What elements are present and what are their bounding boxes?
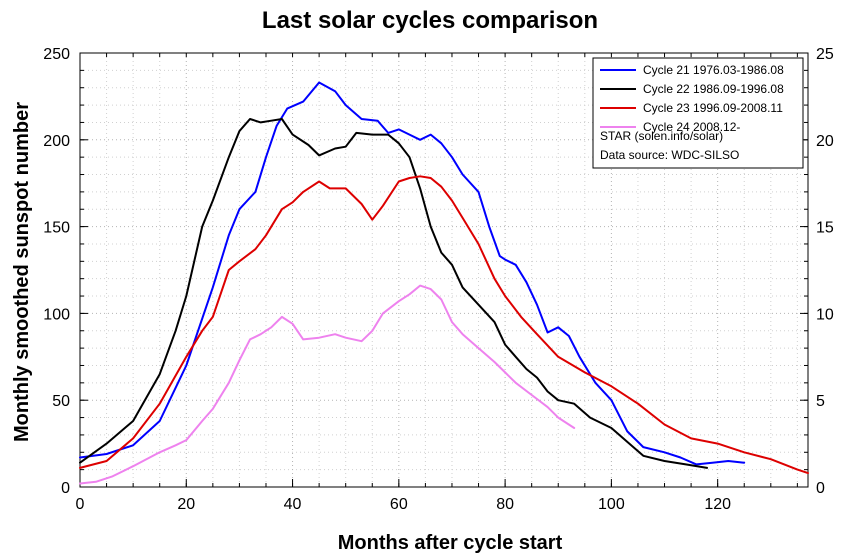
plot-frame xyxy=(79,52,809,488)
x-tick-label: 60 xyxy=(390,496,408,513)
legend-label-series-4: Cycle 24 2008.12- xyxy=(643,120,740,134)
y2-tick-label: 25 xyxy=(816,46,834,63)
legend: Cycle 21 1976.03-1986.08 Cycle 22 1986.09… xyxy=(592,57,804,169)
y2-tick-label: 0 xyxy=(816,480,825,497)
y2-tick-label: 5 xyxy=(816,393,825,410)
x-tick-label: 120 xyxy=(704,496,731,513)
legend-box xyxy=(592,57,804,169)
legend-label-series-2: Cycle 22 1986.09-1996.08 xyxy=(643,82,784,96)
x-tick-label: 20 xyxy=(177,496,195,513)
y2-tick-label: 15 xyxy=(816,220,834,237)
legend-note-data-source: Data source: WDC-SILSO xyxy=(600,148,739,162)
y-tick-label: 0 xyxy=(61,480,70,497)
x-tick-label: 100 xyxy=(598,496,625,513)
x-axis-title: Months after cycle start xyxy=(338,532,563,554)
series-2-line xyxy=(79,118,708,469)
legend-label-series-3: Cycle 23 1996.09-2008.11 xyxy=(643,101,783,115)
axis-ticks: 0 20 40 60 80 100 120 0 50 100 150 200 250 0 5 10 15 20 25 xyxy=(43,46,834,513)
y2-tick-label: 10 xyxy=(816,306,834,323)
legend-note-source-star: STAR (solen.info/solar) xyxy=(600,129,723,143)
legend-label-series-1: Cycle 21 1976.03-1986.08 xyxy=(643,63,784,77)
x-tick-label: 80 xyxy=(496,496,514,513)
series-1-line xyxy=(79,81,746,466)
y-tick-label: 150 xyxy=(43,220,70,237)
series-3-line xyxy=(79,175,809,475)
y2-tick-label: 20 xyxy=(816,133,834,150)
y-tick-label: 100 xyxy=(43,306,70,323)
x-tick-label: 0 xyxy=(76,496,85,513)
y-tick-label: 250 xyxy=(43,46,70,63)
chart-title: Last solar cycles comparison xyxy=(262,7,598,34)
y-tick-label: 50 xyxy=(52,393,70,410)
y-axis-title: Monthly smoothed sunspot number xyxy=(11,102,33,442)
series-4-line xyxy=(79,284,576,485)
y-tick-label: 200 xyxy=(43,133,70,150)
x-tick-label: 40 xyxy=(284,496,302,513)
series-lines xyxy=(79,81,809,485)
